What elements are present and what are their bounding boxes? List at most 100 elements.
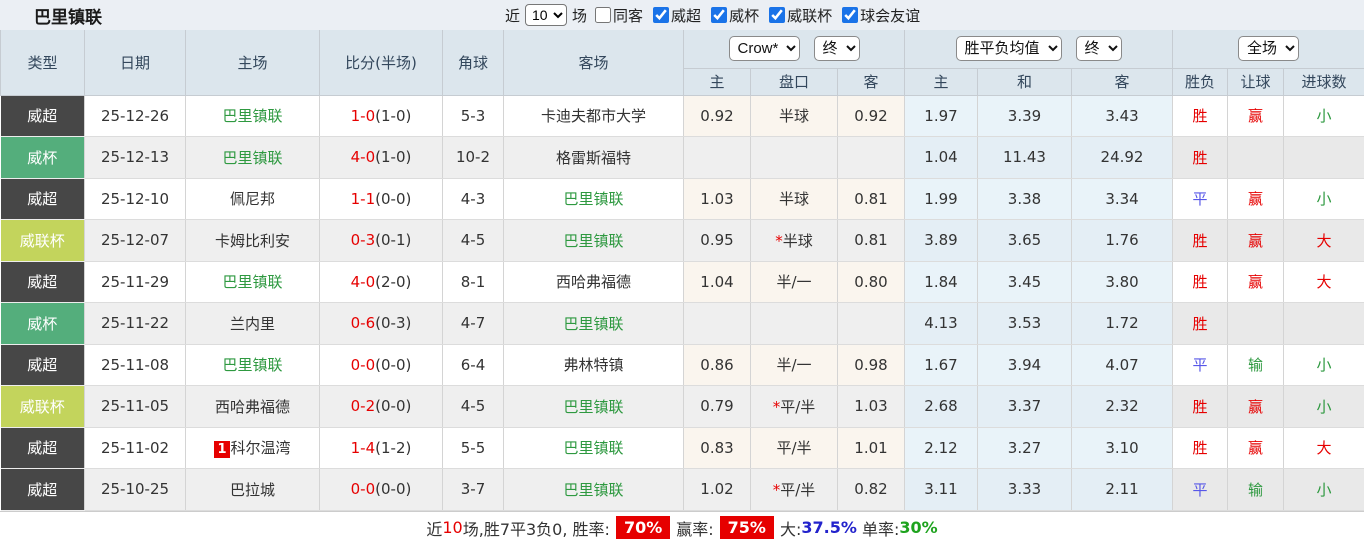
halftime-score: (1-2)	[375, 438, 412, 457]
cell-handicap-result: 赢	[1227, 427, 1285, 469]
same-venue-checkbox[interactable]	[595, 7, 612, 23]
away-team-name: 西哈弗福德	[555, 273, 631, 292]
matches-table: 类型 日期 主场 比分(半场) 角球 客场 Crow* 终 胜	[0, 30, 1364, 511]
page-title: 巴里镇联	[34, 7, 102, 28]
cell-corner: 3-7	[442, 468, 504, 511]
halftime-score: (2-0)	[375, 272, 412, 291]
cell-away-team: 巴里镇联	[503, 178, 684, 220]
halftime-score: (0-3)	[375, 314, 412, 333]
cell-goals: 小	[1283, 385, 1364, 428]
odds-group-header: Crow* 终	[683, 30, 905, 69]
cell-result: 平	[1172, 178, 1229, 220]
cell-home-team: 佩尼邦	[185, 178, 320, 220]
cell-score: 1-0(1-0)	[319, 95, 443, 137]
cell-result: 平	[1172, 344, 1229, 386]
subcol-odds-away: 客	[837, 68, 905, 96]
handicap-line: 半/一	[776, 273, 812, 292]
cell-type: 威超	[0, 344, 85, 386]
cell-type: 威超	[0, 468, 85, 511]
cell-odds-home: 0.79	[683, 385, 751, 428]
competition-checkbox-wc[interactable]	[653, 7, 670, 23]
cell-home-team: 1 科尔温湾	[185, 427, 320, 469]
summary-mid: 场,胜7平3负0, 胜率:	[462, 519, 610, 539]
subcol-result: 胜负	[1172, 68, 1229, 96]
recent-count-select[interactable]: 10	[525, 4, 568, 26]
fulltime-score: 0-6	[350, 314, 376, 333]
cell-avg-draw: 3.53	[977, 302, 1072, 345]
handicap-line: 半/一	[776, 356, 812, 375]
away-team-name: 巴里镇联	[563, 190, 624, 209]
cell-corner: 4-5	[442, 385, 504, 428]
cell-odds-away: 0.98	[837, 344, 905, 386]
cell-type: 威超	[0, 427, 85, 469]
cell-result: 胜	[1172, 302, 1229, 345]
cell-score: 1-1(0-0)	[319, 178, 443, 220]
cell-home-team: 西哈弗福德	[185, 385, 320, 428]
cell-avg-away: 2.11	[1071, 468, 1174, 511]
cell-avg-home: 1.97	[904, 95, 978, 137]
subcol-odds-home: 主	[683, 68, 751, 96]
handicap-line: 平/半	[780, 397, 816, 416]
cell-goals: 小	[1283, 178, 1364, 220]
cell-avg-draw: 3.27	[977, 427, 1072, 469]
cell-avg-away: 1.72	[1071, 302, 1174, 345]
cell-avg-home: 1.67	[904, 344, 978, 386]
cell-handicap-result: 赢	[1227, 178, 1285, 220]
odds-provider-select[interactable]: Crow*	[728, 36, 800, 62]
cell-odds-away: 1.01	[837, 427, 905, 469]
cell-home-team: 巴里镇联	[185, 136, 320, 179]
table-row: 威超 25-11-29 巴里镇联 4-0(2-0) 8-1 西哈弗福德 1.04 半/一 0.8…	[0, 261, 1364, 303]
cell-odds-home	[683, 136, 751, 179]
cell-handicap-result: 赢	[1227, 95, 1285, 137]
handicap-line: 半球	[778, 190, 809, 209]
result-scope-select[interactable]: 全场	[1238, 36, 1300, 62]
competition-checkbox-friendly[interactable]	[842, 7, 859, 23]
cell-type: 威杯	[0, 136, 85, 179]
table-row: 威联杯 25-12-07 卡姆比利安 0-3(0-1) 4-5 巴里镇联 0.95 *半球 0.…	[0, 219, 1364, 262]
cell-handicap: 半球	[750, 95, 838, 137]
cell-away-team: 格雷斯福特	[503, 136, 684, 179]
cell-score: 0-2(0-0)	[319, 385, 443, 428]
halftime-score: (0-0)	[375, 189, 412, 208]
cell-home-team: 巴里镇联	[185, 95, 320, 137]
competition-checkbox-wlb[interactable]	[769, 7, 786, 23]
cell-avg-draw: 3.65	[977, 219, 1072, 262]
halftime-score: (1-0)	[375, 148, 412, 167]
cell-result: 胜	[1172, 427, 1229, 469]
cell-corner: 5-5	[442, 427, 504, 469]
home-team-name: 兰内里	[229, 314, 275, 333]
cell-corner: 6-4	[442, 344, 504, 386]
cell-avg-away: 3.10	[1071, 427, 1174, 469]
avg-stage-select[interactable]: 终	[1075, 36, 1122, 62]
competition-checkbox-wb[interactable]	[711, 7, 728, 23]
fulltime-score: 4-0	[350, 148, 376, 167]
cell-goals: 小	[1283, 468, 1364, 511]
col-header-corner: 角球	[442, 30, 504, 96]
summary-single-label: 单率:	[856, 519, 900, 539]
cell-odds-home: 0.83	[683, 427, 751, 469]
cell-avg-home: 2.68	[904, 385, 978, 428]
cell-goals: 大	[1283, 261, 1364, 303]
cell-odds-away: 0.81	[837, 178, 905, 220]
handicap-line: 平/半	[780, 480, 816, 499]
cell-date: 25-11-29	[84, 261, 186, 303]
handicap-line: 半球	[782, 231, 813, 250]
cell-handicap-result	[1227, 302, 1285, 345]
away-team-name: 巴里镇联	[563, 480, 624, 499]
home-team-name: 佩尼邦	[229, 190, 275, 209]
away-team-name: 格雷斯福特	[555, 148, 631, 167]
avg-type-select[interactable]: 胜平负均值	[955, 36, 1062, 62]
away-team-name: 卡迪夫都市大学	[540, 107, 646, 126]
cell-result: 胜	[1172, 136, 1229, 179]
cell-handicap: *半球	[750, 219, 838, 262]
subcol-odds-handicap: 盘口	[750, 68, 838, 96]
col-header-away: 客场	[503, 30, 684, 96]
odds-stage-select[interactable]: 终	[813, 36, 860, 62]
cell-avg-home: 1.99	[904, 178, 978, 220]
cell-away-team: 巴里镇联	[503, 219, 684, 262]
cell-avg-draw: 3.37	[977, 385, 1072, 428]
cell-handicap	[750, 302, 838, 345]
handicap-line: 半球	[778, 107, 809, 126]
cell-result: 胜	[1172, 261, 1229, 303]
cell-date: 25-12-07	[84, 219, 186, 262]
